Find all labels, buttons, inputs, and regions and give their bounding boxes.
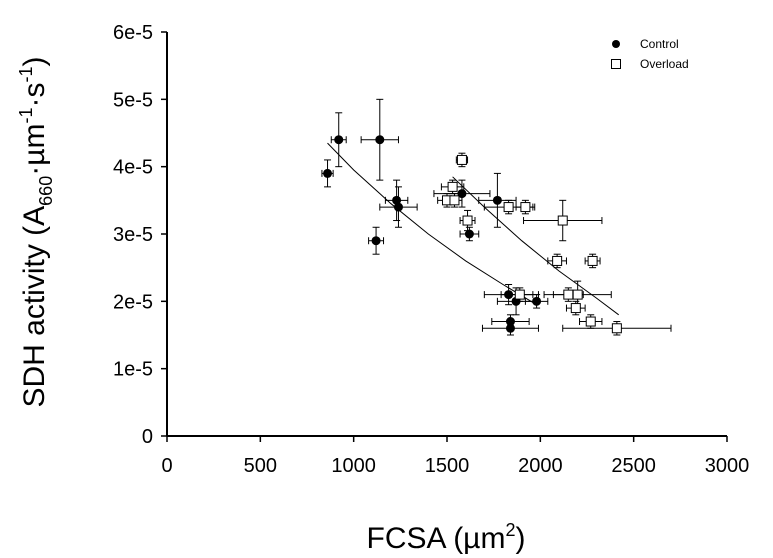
overload-point <box>557 215 568 226</box>
control-point <box>323 168 333 178</box>
overload-point <box>514 289 525 300</box>
overload-point <box>449 195 460 206</box>
legend-control-marker <box>612 40 620 48</box>
x-tick-label: 2500 <box>611 455 656 477</box>
x-tick-label: 0 <box>161 455 172 477</box>
overload-point <box>503 202 514 213</box>
legend-overload-label: Overload <box>640 57 689 71</box>
overload-point <box>456 154 467 165</box>
control-point <box>464 229 474 239</box>
overload-point <box>447 181 458 192</box>
y-tick-label: 4e-5 <box>113 157 153 179</box>
overload-point <box>462 215 473 226</box>
control-point <box>393 202 403 212</box>
fit-line-control <box>327 142 537 306</box>
x-axis-title: FCSA (µm2) <box>367 520 526 555</box>
overload-point <box>587 255 598 266</box>
y-tick-label: 3e-5 <box>113 224 153 246</box>
y-tick-label: 5e-5 <box>113 89 153 111</box>
y-tick-label: 0 <box>142 426 153 448</box>
y-tick-label: 1e-5 <box>113 359 153 381</box>
y-tick-label: 2e-5 <box>113 291 153 313</box>
x-axis-ticks: 0 500 1000 1500 2000 2500 3000 <box>161 436 749 477</box>
x-tick-label: 3000 <box>705 455 750 477</box>
overload-point <box>520 202 531 213</box>
error-bars <box>321 98 672 336</box>
overload-point <box>572 289 583 300</box>
x-tick-label: 1500 <box>425 455 470 477</box>
control-point <box>492 195 502 205</box>
control-point <box>505 323 515 333</box>
control-point <box>505 317 515 327</box>
x-tick-label: 500 <box>244 455 277 477</box>
y-tick-label: 6e-5 <box>113 22 153 44</box>
fit-lines <box>327 142 619 316</box>
overload-point <box>563 289 574 300</box>
control-point <box>371 236 381 246</box>
legend-control-label: Control <box>640 37 679 51</box>
legend: Control Overload <box>611 37 689 71</box>
y-axis-ticks: 0 1e-5 2e-5 3e-5 4e-5 5e-5 6e-5 <box>113 22 167 448</box>
overload-point <box>552 255 563 266</box>
data-points <box>323 135 622 334</box>
legend-overload-marker <box>611 59 621 69</box>
control-point <box>334 135 344 145</box>
x-tick-label: 2000 <box>518 455 563 477</box>
x-tick-label: 1000 <box>331 455 376 477</box>
fit-line-overload <box>452 176 619 316</box>
overload-point <box>611 323 622 334</box>
control-point <box>457 189 467 199</box>
axes <box>166 32 727 437</box>
y-axis-title: SDH activity (A660·µm-1·s-1) <box>16 56 56 407</box>
overload-point <box>570 303 581 314</box>
control-point <box>532 296 542 306</box>
overload-point <box>585 316 596 327</box>
control-point <box>375 135 385 145</box>
control-point <box>504 290 514 300</box>
